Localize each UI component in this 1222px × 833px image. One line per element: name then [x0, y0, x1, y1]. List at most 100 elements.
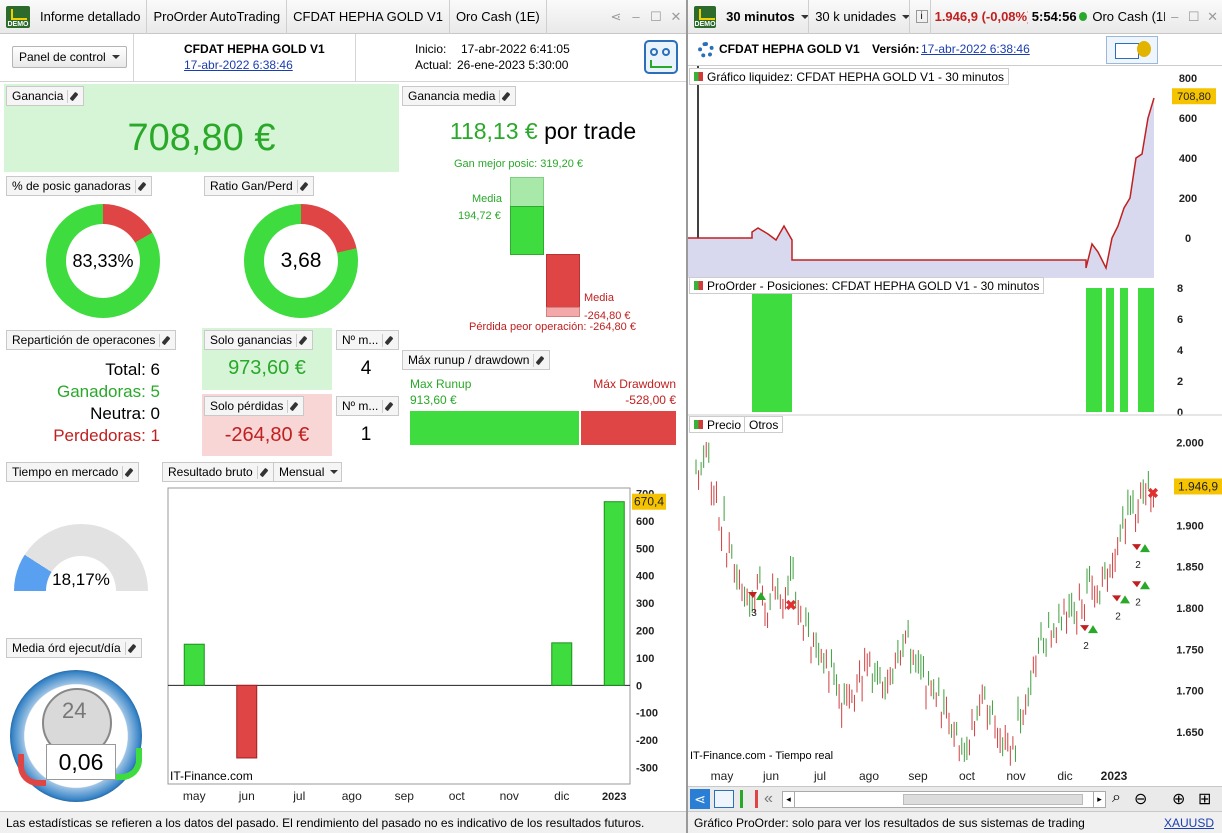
units-dropdown[interactable]: 30 k unidades [809, 0, 910, 34]
wrench-icon[interactable] [122, 465, 135, 479]
x-tick-label: sep [395, 789, 415, 803]
wrench-icon[interactable] [134, 179, 148, 193]
system-subbar: CFDAT HEPHA GOLD V1 Versión: 17-abr-2022… [688, 34, 1222, 66]
info-icon[interactable]: i [910, 0, 931, 34]
tab-proorder[interactable]: ProOrder AutoTrading [147, 0, 288, 34]
wrench-icon[interactable] [296, 179, 310, 193]
winning-ops: Ganadoras: 5 [56, 382, 160, 401]
y-tick-label: 1.650 [1176, 727, 1204, 739]
y-tick-label: 1.800 [1176, 603, 1204, 615]
y-tick-label: 800 [1179, 73, 1197, 85]
gain-panel: Ganancia 708,80 € [4, 84, 399, 172]
y-tick-label: 1.750 [1176, 644, 1204, 656]
nm1-value: 4 [360, 358, 372, 379]
last-price-badge [1174, 478, 1222, 495]
period-dropdown[interactable]: Mensual [273, 462, 343, 482]
only-gains-value: 973,60 € [228, 357, 306, 379]
y-tick-label: 2.000 [1176, 438, 1204, 450]
version-date-link[interactable]: 17-abr-2022 6:38:46 [921, 42, 1030, 56]
panel-dropdown[interactable]: Panel de control [12, 46, 127, 68]
only-losses-header[interactable]: Solo pérdidas [204, 396, 305, 416]
wrench-icon[interactable] [296, 333, 309, 347]
price-chart-label[interactable]: Precio [689, 416, 747, 433]
nm1-header[interactable]: Nº m... [336, 330, 400, 350]
wrench-icon[interactable] [287, 399, 300, 413]
win-pct-header[interactable]: % de posic ganadoras [6, 176, 152, 196]
x-tick-label: jun [238, 789, 255, 803]
candles-icon[interactable] [740, 790, 758, 808]
liquidity-line [688, 97, 1155, 271]
nm2-value: 1 [360, 424, 372, 445]
wrench-icon[interactable] [382, 399, 395, 413]
x-tick-label: nov [1006, 769, 1025, 783]
report-icon[interactable] [644, 40, 678, 74]
others-tab[interactable]: Otros [744, 416, 784, 433]
gain-header[interactable]: Ganancia [6, 86, 85, 106]
best-bar [510, 177, 544, 207]
avg-pos-value: 194,72 € [458, 210, 501, 222]
x-tick-label: jul [813, 769, 826, 783]
y-tick-label: 8 [1177, 283, 1183, 295]
left-tabbar: DEMO Informe detallado ProOrder AutoTrad… [0, 0, 686, 34]
timeframe-dropdown[interactable]: 30 minutos [720, 0, 810, 34]
minimize-icon[interactable]: – [632, 8, 640, 24]
tab-instrument[interactable]: Oro Cash (1E) [450, 0, 547, 34]
buy-arrow-icon [1140, 544, 1150, 553]
sell-arrow-icon [1132, 581, 1141, 588]
nm2-header[interactable]: Nº m... [336, 396, 400, 416]
market-time-header[interactable]: Tiempo en mercado [6, 462, 140, 482]
ratio-header[interactable]: Ratio Gan/Perd [204, 176, 314, 196]
chevron-down-icon [330, 470, 339, 474]
best-position: Gan mejor posic: 319,20 € [454, 158, 584, 170]
wrench-icon[interactable] [499, 89, 512, 103]
y-tick-label: 6 [1177, 314, 1183, 326]
y-tick-label: 0 [636, 680, 642, 692]
maximize-icon[interactable]: ☐ [650, 8, 662, 24]
wrench-icon[interactable] [382, 333, 395, 347]
zoom-in-icon[interactable]: ⊕ [1172, 791, 1186, 808]
wrench-icon[interactable] [533, 353, 546, 367]
gear-icon[interactable] [698, 42, 714, 58]
win-pct-panel: % de posic ganadoras 83,33% [4, 174, 200, 326]
only-gains-header[interactable]: Solo ganancias [204, 330, 314, 350]
trade-count-label: 3 [751, 608, 757, 619]
share-icon[interactable]: ⋖ [690, 789, 710, 809]
x-tick-label: oct [959, 769, 976, 783]
system-date-link[interactable]: 17-abr-2022 6:38:46 [184, 58, 293, 72]
y-tick-label: 2 [1177, 376, 1183, 388]
y-tick-label: 300 [636, 598, 654, 610]
repart-panel: Repartición de operacones Total: 6 Ganad… [4, 328, 200, 456]
tab-system[interactable]: CFDAT HEPHA GOLD V1 [287, 0, 450, 34]
demo-badge-icon: DEMO [694, 5, 717, 28]
tab-detailed-report[interactable]: Informe detallado [34, 0, 148, 34]
xauusd-link[interactable]: XAUUSD [1163, 815, 1214, 830]
orders-day-header[interactable]: Media órd ejecut/día [6, 638, 142, 658]
repart-header[interactable]: Repartición de operacones [6, 330, 177, 350]
chart-scrollbar[interactable]: ◂ ▸ [782, 791, 1106, 808]
minimize-icon[interactable]: – [1171, 8, 1179, 24]
panel-divider[interactable] [686, 0, 688, 833]
chart-window-icon[interactable] [714, 790, 734, 808]
maximize-icon[interactable]: ☐ [1187, 8, 1200, 24]
share-icon[interactable]: ⋖ [610, 8, 622, 24]
wrench-icon[interactable] [256, 465, 270, 479]
backtest-report-icon[interactable] [1106, 36, 1158, 64]
close-icon[interactable]: ✕ [1207, 8, 1218, 24]
trade-count-label: 2 [1115, 611, 1121, 622]
position-bar [1106, 288, 1114, 412]
wrench-icon[interactable] [67, 89, 80, 103]
wrench-icon[interactable] [124, 641, 138, 655]
zoom-fit-icon[interactable]: ⌕ [1112, 789, 1121, 806]
results-header[interactable]: Resultado bruto [162, 462, 274, 482]
x-tick-label: jun [762, 769, 779, 783]
scroll-left-icon[interactable]: « [764, 790, 773, 807]
x-tick-label: 2023 [602, 791, 626, 803]
zoom-full-icon[interactable]: ⊞ [1198, 791, 1212, 808]
close-icon[interactable]: ✕ [670, 8, 682, 24]
x-tick-label: dic [1057, 769, 1072, 783]
zoom-out-icon[interactable]: ⊖ [1134, 791, 1148, 808]
wrench-icon[interactable] [159, 333, 172, 347]
avg-gain-header[interactable]: Ganancia media [402, 86, 517, 106]
runup-header[interactable]: Máx runup / drawdown [402, 350, 551, 370]
y-tick-label: -200 [636, 735, 658, 747]
